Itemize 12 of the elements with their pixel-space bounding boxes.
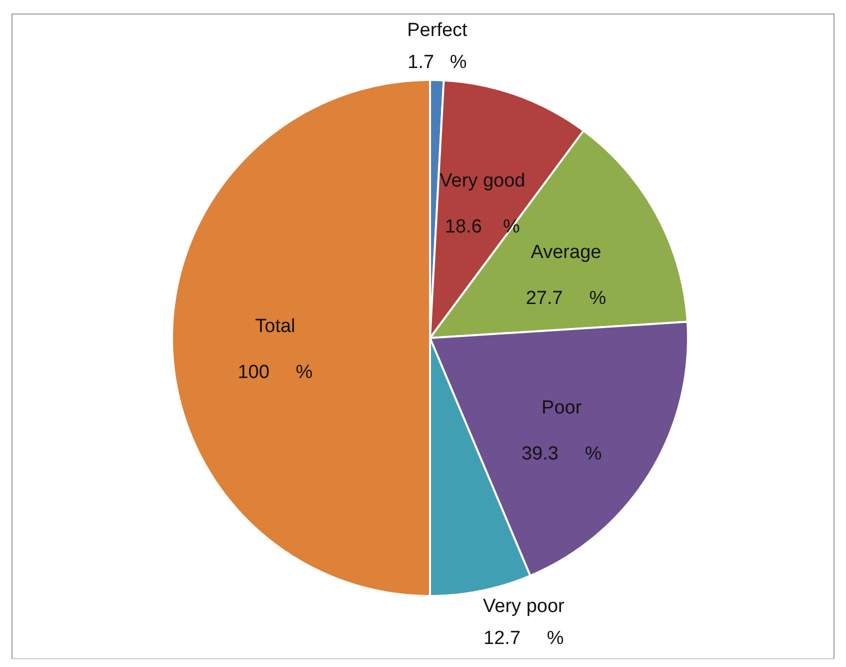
slice-label: Total — [255, 316, 296, 337]
data-label: 100 % — [238, 362, 313, 383]
slice-label: Average — [530, 242, 602, 264]
slice-label: Poor — [542, 398, 582, 419]
slice-label: Perfect — [407, 20, 468, 41]
data-label: 12.7 % — [484, 628, 564, 649]
slice-label: Very good — [440, 170, 526, 192]
slice-label: Very poor — [483, 596, 566, 617]
data-label: 39.3 % — [521, 444, 602, 465]
data-label: 18.6 % — [444, 216, 520, 238]
data-label: 1.7 % — [408, 52, 467, 73]
data-label: 27.7 % — [526, 288, 606, 310]
